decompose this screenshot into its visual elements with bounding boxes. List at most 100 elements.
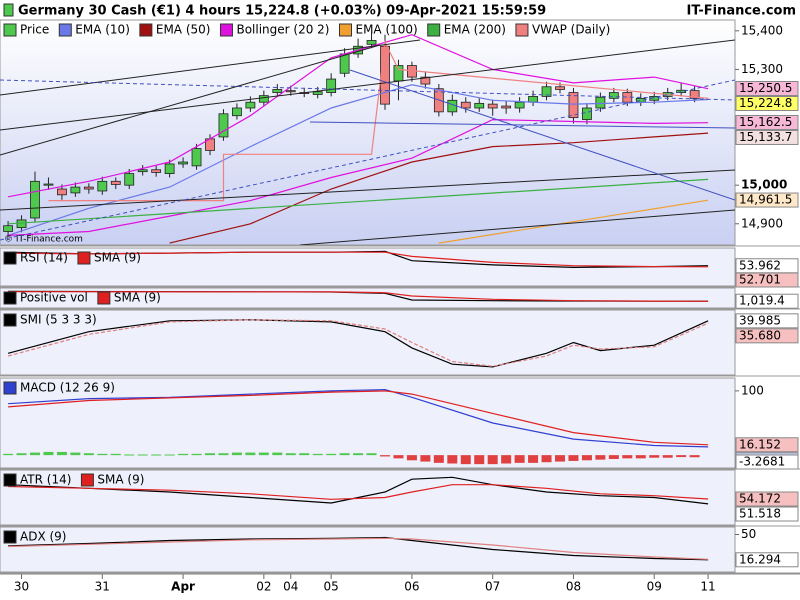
value-mark [735,552,799,568]
histogram-bar [447,455,458,464]
histogram-bar [258,452,269,456]
series-line [7,84,709,236]
histogram-bar [474,455,485,465]
x-tick-label: 04 [283,580,298,594]
value-mark-label: 15,162.5 [739,115,792,129]
legend-swatch [97,291,111,305]
candle-body [568,92,579,119]
series-line [8,484,709,500]
legend-swatch [3,530,17,544]
panel-background [0,377,736,469]
header-brand: IT-Finance.com [687,4,796,19]
legend-label: MACD (12 26 9) [20,381,115,395]
y-tick-label: 14,900 [741,216,783,230]
x-tick-label: 08 [566,580,581,594]
series-line [48,40,709,202]
value-mark [735,129,799,145]
histogram-bar [555,455,565,462]
trendline [0,39,421,96]
series-line [8,536,709,561]
x-tick-label: 31 [95,580,110,594]
x-tick-label: 06 [404,580,419,594]
candle-body [16,219,27,229]
panel-plot [8,290,709,302]
candle-body [57,188,67,196]
candle-body [164,163,175,175]
histogram-bar [366,453,377,456]
value-mark [735,506,799,522]
series-line [8,291,709,302]
histogram-bar [420,455,431,462]
legend-label: EMA (10) [75,23,130,37]
candle-body [487,103,498,109]
candle-body [393,65,404,82]
histogram-bar [568,455,579,461]
histogram-bar [191,453,202,456]
legend-label: Price [20,23,49,37]
histogram-bar [528,455,539,463]
legend-label: SMA (9) [94,251,141,265]
trendline [0,169,735,211]
candle-body [582,107,592,120]
trendline [0,44,381,156]
x-tick-label: Apr [171,580,195,594]
legend-swatch [3,291,17,305]
candle-body [528,96,538,103]
legend-label: EMA (200) [444,23,506,37]
legend-swatch [3,23,17,37]
candle-body [514,101,525,109]
value-mark-label: 54.172 [739,492,781,506]
series-line [169,132,709,244]
series-line [8,476,709,505]
value-mark-label: 53.962 [739,258,781,272]
candle-body [555,86,565,90]
value-mark [735,437,799,453]
histogram-bar [245,452,256,456]
histogram-bar [16,453,27,456]
histogram-bar [662,455,673,458]
panel-background [0,309,736,376]
value-mark [735,192,799,208]
histogram-bar [689,455,700,458]
value-mark-label: 15,250.5 [739,81,792,95]
histogram-bar [406,455,417,461]
series-line-lower [8,118,709,236]
histogram-bar [178,453,189,456]
legend-label: RSI (14) [20,251,68,265]
y-tick-label: 100 [741,383,764,397]
candle-body [245,101,256,109]
candle-body [151,169,162,173]
value-mark-label: 16.152 [739,437,781,451]
x-tick-label: 02 [256,580,271,594]
legend-swatch [427,23,441,37]
legend-label: Bollinger (20 2) [236,23,329,37]
candle-body [676,89,687,93]
candle-body [285,90,296,93]
candle-body [380,45,390,105]
header-icon [3,3,14,17]
trendline [0,79,735,241]
histogram-bar [43,451,54,456]
value-mark [735,272,799,288]
histogram-bar [501,455,512,464]
trendlines [0,39,735,245]
value-mark [735,293,799,309]
candle-body [178,161,188,165]
legend-swatch [515,23,529,37]
legend-label: SMA (9) [114,291,161,305]
candle-body [420,76,431,85]
legend-label: SMI (5 3 3 3) [20,313,97,327]
legend-label: ADX (9) [20,530,66,544]
histogram-bar [339,453,350,456]
legend-swatch [3,251,17,265]
histogram-bar [608,455,619,459]
histogram-bar [164,454,175,456]
series-line [8,388,709,448]
panel-plot [7,319,709,368]
value-mark [735,96,799,112]
legend-swatch [80,473,94,487]
y-tick-label: 15,300 [741,62,783,76]
x-tick-label: 11 [700,580,715,594]
value-mark-label: 1,019.4 [739,294,785,308]
y-tick-label: 50 [741,527,756,541]
